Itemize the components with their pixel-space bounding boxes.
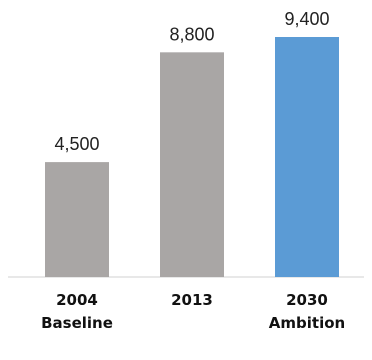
bars-group: [45, 37, 339, 277]
category-label-0-0: 2004: [56, 291, 98, 309]
value-labels-group: 4,500 8,800 9,400: [54, 9, 329, 154]
category-label-2-0: 2030: [286, 291, 328, 309]
value-label-1: 8,800: [169, 24, 214, 44]
category-label-0-1: Baseline: [41, 314, 113, 332]
value-label-0: 4,500: [54, 134, 99, 154]
bar-1: [160, 52, 224, 277]
category-label-1-0: 2013: [171, 291, 213, 309]
category-labels-group: 2004 Baseline 2013 2030 Ambition: [41, 291, 345, 332]
category-label-2-1: Ambition: [269, 314, 345, 332]
bar-0: [45, 162, 109, 277]
bar-2: [275, 37, 339, 277]
value-label-2: 9,400: [284, 9, 329, 29]
